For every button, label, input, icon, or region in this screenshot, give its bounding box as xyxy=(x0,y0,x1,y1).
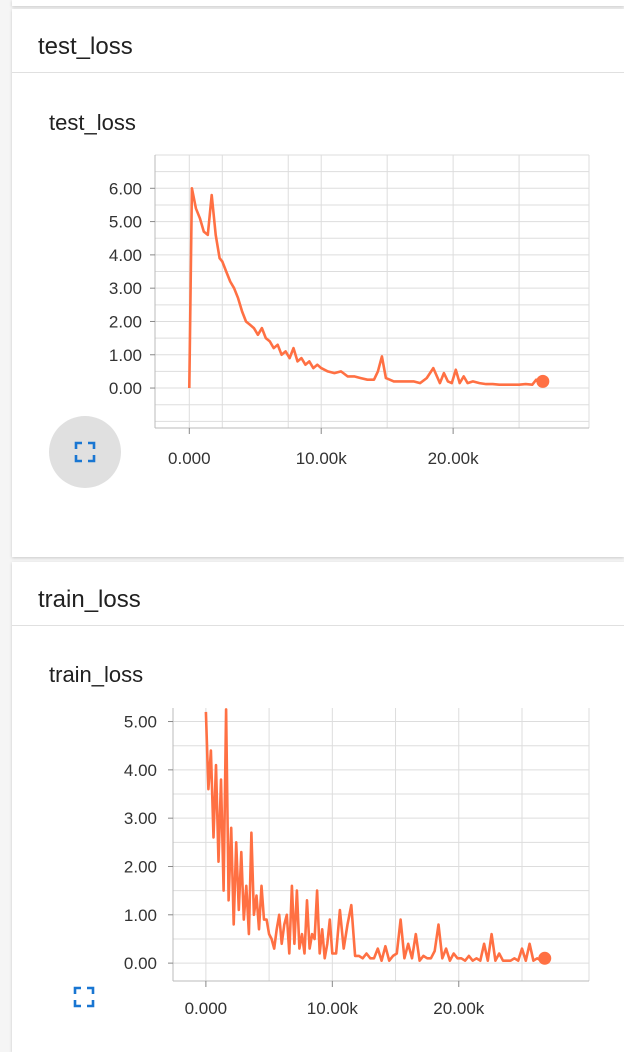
fullscreen-icon xyxy=(74,441,96,463)
train-loss-x-tick-label: 10.00k xyxy=(307,999,359,1018)
test-loss-fullscreen-button[interactable] xyxy=(49,416,121,488)
train-loss-y-tick-label: 2.00 xyxy=(124,857,157,876)
train-loss-last-point xyxy=(538,951,552,965)
train-loss-chart[interactable]: 0.00 1.00 2.00 3.00 4.00 5.00 0.000 10.00k 20.00… xyxy=(0,690,624,1040)
test-loss-x-tick-label: 10.00k xyxy=(296,449,348,468)
test-loss-y-tick-label: 1.00 xyxy=(109,346,142,365)
train-loss-section-header[interactable]: train_loss xyxy=(12,562,624,626)
train-loss-fullscreen-button[interactable] xyxy=(60,973,108,1021)
test-loss-section-header[interactable]: test_loss xyxy=(12,9,624,73)
train-loss-y-tick-label: 0.00 xyxy=(124,954,157,973)
fullscreen-icon xyxy=(73,986,95,1008)
train-loss-y-tick-label: 5.00 xyxy=(124,713,157,732)
train-loss-chart-title: train_loss xyxy=(49,662,144,687)
test-loss-x-tick-label: 20.00k xyxy=(428,449,480,468)
test-loss-chart[interactable]: 0.00 1.00 2.00 3.00 4.00 5.00 6.00 0.000 10.00k 2… xyxy=(0,140,624,620)
test-loss-chart-title: test_loss xyxy=(49,110,136,135)
train-loss-y-tick-label: 3.00 xyxy=(124,809,157,828)
test-loss-series-line xyxy=(188,187,544,389)
test-loss-y-tick-label: 2.00 xyxy=(109,312,142,331)
test-loss-y-tick-label: 5.00 xyxy=(109,213,142,232)
train-loss-x-tick-label: 0.000 xyxy=(185,999,228,1018)
train-loss-y-tick-label: 1.00 xyxy=(124,906,157,925)
previous-card-edge xyxy=(12,0,624,6)
test-loss-last-point xyxy=(536,374,550,388)
train-loss-series-line xyxy=(204,708,546,963)
train-loss-x-tick-label: 20.00k xyxy=(433,999,485,1018)
test-loss-y-tick-label: 6.00 xyxy=(109,179,142,198)
test-loss-y-tick-label: 0.00 xyxy=(109,379,142,398)
test-loss-x-tick-label: 0.000 xyxy=(168,449,211,468)
test-loss-y-tick-label: 3.00 xyxy=(109,279,142,298)
train-loss-y-tick-label: 4.00 xyxy=(124,761,157,780)
test-loss-y-tick-label: 4.00 xyxy=(109,246,142,265)
